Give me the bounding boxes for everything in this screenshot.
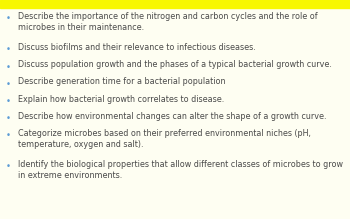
Text: •: • bbox=[6, 80, 10, 89]
Text: •: • bbox=[6, 162, 10, 171]
Bar bbox=[0, 0, 350, 8]
Text: Discuss biofilms and their relevance to infectious diseases.: Discuss biofilms and their relevance to … bbox=[18, 43, 256, 52]
Text: •: • bbox=[6, 97, 10, 106]
Text: Describe generation time for a bacterial population: Describe generation time for a bacterial… bbox=[18, 78, 225, 87]
Text: •: • bbox=[6, 114, 10, 123]
Text: Discuss population growth and the phases of a typical bacterial growth curve.: Discuss population growth and the phases… bbox=[18, 60, 332, 69]
Text: •: • bbox=[6, 63, 10, 72]
Text: •: • bbox=[6, 45, 10, 54]
Text: Describe the importance of the nitrogen and carbon cycles and the role of
microb: Describe the importance of the nitrogen … bbox=[18, 12, 318, 32]
Text: Categorize microbes based on their preferred environmental niches (pH,
temperatu: Categorize microbes based on their prefe… bbox=[18, 129, 311, 149]
Text: Identify the biological properties that allow different classes of microbes to g: Identify the biological properties that … bbox=[18, 160, 343, 180]
Text: •: • bbox=[6, 14, 10, 23]
Text: Explain how bacterial growth correlates to disease.: Explain how bacterial growth correlates … bbox=[18, 95, 224, 104]
Text: Describe how environmental changes can alter the shape of a growth curve.: Describe how environmental changes can a… bbox=[18, 112, 327, 121]
Text: •: • bbox=[6, 131, 10, 140]
